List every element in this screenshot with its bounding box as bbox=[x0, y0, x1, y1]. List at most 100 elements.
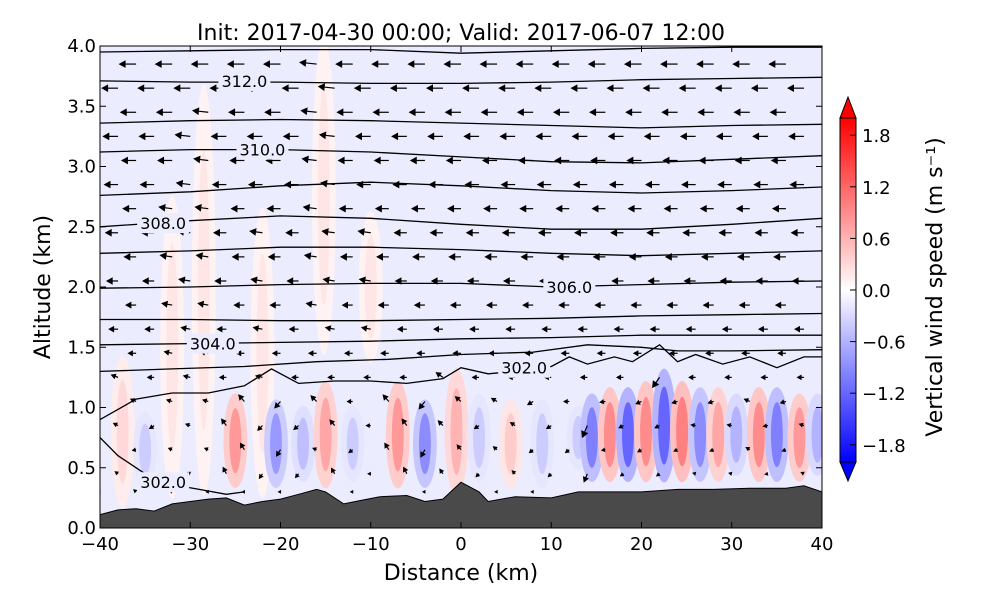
wind-vector-296 bbox=[318, 131, 335, 140]
theta-contour-7 bbox=[100, 215, 822, 230]
wind-vector-164 bbox=[594, 301, 606, 309]
wind-vector-351 bbox=[118, 60, 137, 68]
w-cell-core-31 bbox=[811, 406, 822, 463]
wind-vector-250 bbox=[103, 180, 119, 189]
x-axis-ticks: −40 −30 −20 −10 0 10 20 30 40 bbox=[81, 46, 833, 555]
wind-vector-195 bbox=[267, 253, 281, 261]
wind-vector-129 bbox=[777, 350, 786, 357]
wind-vector-151 bbox=[125, 301, 137, 309]
wind-vector-193 bbox=[195, 252, 209, 260]
wind-vector-280 bbox=[445, 156, 461, 165]
y-tick-label: 1.0 bbox=[67, 398, 96, 419]
wind-vector-227 bbox=[718, 228, 732, 237]
wind-vector-207 bbox=[700, 253, 714, 261]
wind-vector-42 bbox=[528, 448, 534, 454]
wind-vector-128 bbox=[741, 350, 750, 357]
wind-vector-3 bbox=[205, 489, 209, 494]
wind-vector-358 bbox=[371, 60, 389, 68]
wind-vector-253 bbox=[211, 180, 227, 189]
wind-vector-132 bbox=[180, 325, 191, 332]
wind-vector-293 bbox=[210, 132, 227, 141]
wind-vector-69 bbox=[798, 422, 805, 428]
contour-label-1: 302.0 bbox=[501, 359, 547, 378]
wind-vector-138 bbox=[396, 325, 407, 333]
x-tick-label: −20 bbox=[262, 534, 300, 555]
wind-vector-170 bbox=[105, 277, 119, 285]
wind-vector-107 bbox=[724, 374, 732, 381]
wind-vector-234 bbox=[230, 204, 245, 213]
wind-vector-360 bbox=[443, 60, 461, 68]
wind-vector-272 bbox=[157, 156, 173, 165]
wind-vector-286 bbox=[662, 156, 678, 165]
w-cell-core-8 bbox=[319, 397, 332, 472]
w-cell-core-1 bbox=[139, 423, 152, 476]
wind-vector-21 bbox=[511, 470, 517, 475]
wind-vector-178 bbox=[394, 277, 407, 285]
wind-vector-81 bbox=[490, 397, 498, 403]
wind-vector-335 bbox=[281, 84, 299, 93]
w-cell-core-25 bbox=[694, 402, 707, 468]
wind-vector-17 bbox=[367, 471, 371, 476]
wind-vector-71 bbox=[129, 398, 137, 404]
wind-vector-63 bbox=[581, 425, 589, 439]
wind-vector-93 bbox=[218, 374, 227, 381]
wind-vector-287 bbox=[698, 156, 714, 165]
wind-vector-14 bbox=[258, 473, 264, 480]
y-tick-label: 0.5 bbox=[67, 458, 96, 479]
wind-vector-201 bbox=[484, 253, 498, 261]
wind-vector-299 bbox=[427, 132, 443, 141]
wind-vector-192 bbox=[159, 252, 173, 260]
wind-vector-74 bbox=[238, 394, 245, 402]
wind-vector-156 bbox=[305, 300, 317, 308]
y-tick-label: 2.5 bbox=[67, 217, 96, 238]
wind-vector-311 bbox=[119, 108, 137, 117]
wind-vector-204 bbox=[592, 253, 606, 261]
wind-vector-41 bbox=[492, 446, 498, 451]
wind-vector-243 bbox=[555, 204, 570, 213]
wind-vector-23 bbox=[582, 473, 589, 483]
wind-vector-117 bbox=[344, 350, 353, 357]
wind-vector-59 bbox=[437, 420, 444, 426]
wind-vector-188 bbox=[755, 277, 768, 285]
y-axis-ticks: 0.0 0.5 1.0 1.5 2.0 2.5 3.0 3.5 4.0 bbox=[67, 36, 822, 539]
wind-vector-43 bbox=[564, 448, 570, 454]
wind-vector-301 bbox=[499, 132, 516, 141]
wind-vector-345 bbox=[642, 84, 660, 93]
wind-vector-103 bbox=[579, 374, 588, 381]
x-tick-label: −40 bbox=[81, 534, 119, 555]
wind-vector-303 bbox=[571, 132, 588, 141]
wind-vector-181 bbox=[503, 277, 516, 285]
wind-vector-154 bbox=[233, 301, 245, 309]
contour-label-bg bbox=[137, 472, 190, 493]
wind-vector-307 bbox=[716, 132, 732, 141]
wind-vector-51 bbox=[148, 424, 155, 430]
wind-vector-222 bbox=[537, 228, 552, 237]
wind-vector-304 bbox=[607, 132, 624, 141]
wind-vector-273 bbox=[193, 155, 209, 164]
w-cell-core-14 bbox=[450, 388, 463, 475]
y-tick-label: 0.0 bbox=[67, 518, 96, 539]
wind-vector-131 bbox=[144, 325, 155, 333]
wind-vector-57 bbox=[365, 423, 371, 428]
wind-vector-134 bbox=[252, 325, 263, 332]
wind-vector-224 bbox=[610, 228, 624, 237]
w-cell-core-12 bbox=[391, 397, 404, 472]
wind-vector-251 bbox=[139, 180, 155, 189]
wind-vector-209 bbox=[773, 253, 786, 261]
wind-vector-137 bbox=[360, 325, 371, 332]
wind-vector-220 bbox=[465, 228, 480, 237]
y-tick-label: 4.0 bbox=[67, 36, 96, 57]
wind-vector-283 bbox=[554, 156, 570, 165]
w-cell-core-23 bbox=[658, 386, 671, 465]
wind-vector-78 bbox=[382, 394, 390, 402]
wind-vector-223 bbox=[574, 228, 588, 237]
wind-vector-135 bbox=[288, 325, 299, 333]
wind-vector-262 bbox=[536, 180, 552, 189]
w-cell-core-10 bbox=[346, 417, 359, 470]
wind-vector-359 bbox=[407, 60, 425, 68]
wind-vector-347 bbox=[714, 84, 732, 93]
wind-vector-189 bbox=[791, 277, 804, 285]
wind-vector-203 bbox=[556, 253, 570, 261]
w-cell-core-22 bbox=[640, 396, 652, 467]
wind-vector-369 bbox=[768, 60, 786, 68]
